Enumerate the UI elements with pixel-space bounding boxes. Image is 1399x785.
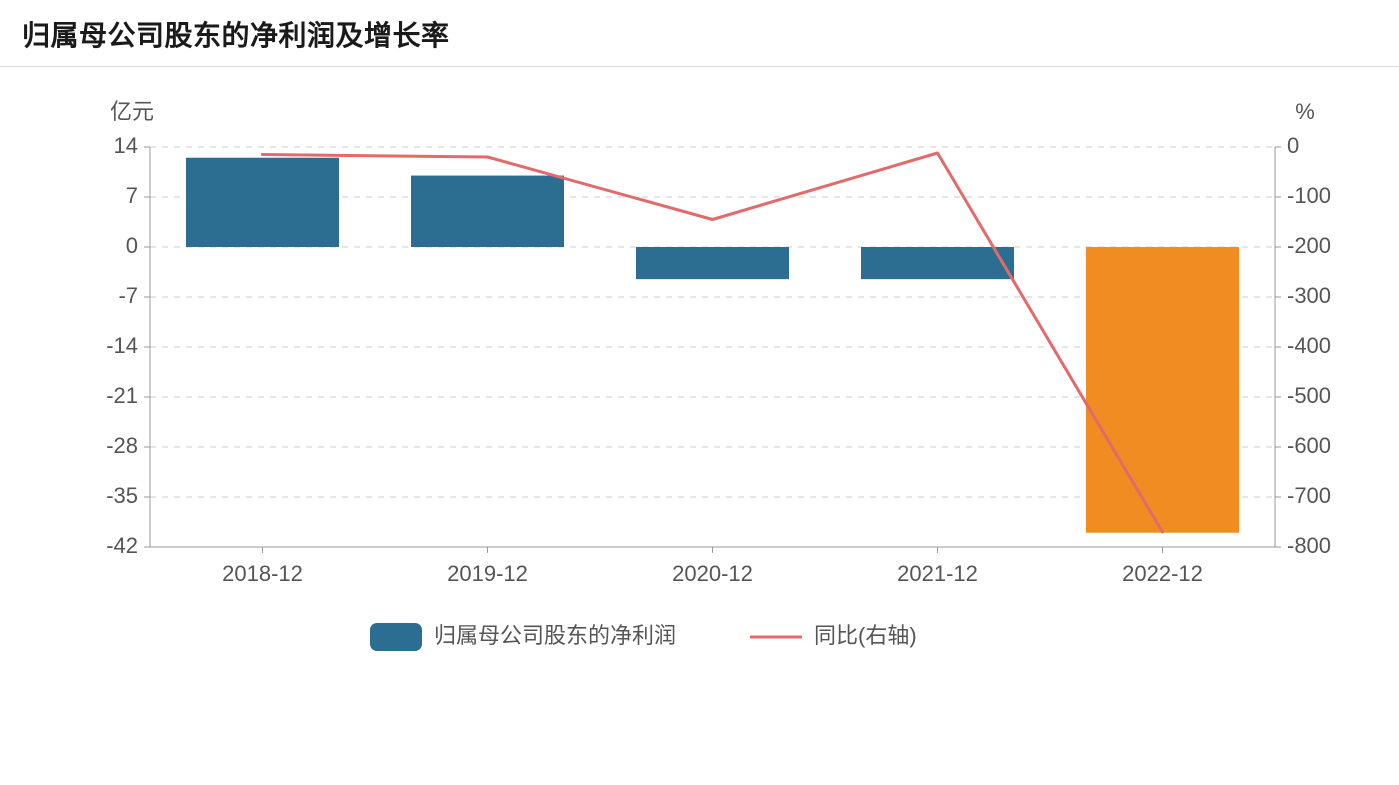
y-left-tick-label: 7	[126, 183, 138, 208]
y-left-tick-label: -21	[106, 383, 138, 408]
y-left-tick-label: 0	[126, 233, 138, 258]
y-left-tick-label: -14	[106, 333, 138, 358]
chart-svg: 14 7 0 -7 -14 -21 -28 -35 -42 亿元 0 -100 -200 -300 -400…	[0, 67, 1399, 782]
bar	[1086, 247, 1239, 533]
y-left-tick-label: -28	[106, 433, 138, 458]
title-bar: 归属母公司股东的净利润及增长率	[0, 0, 1399, 67]
x-tick-label: 2019-12	[447, 561, 528, 586]
x-tick-label: 2018-12	[222, 561, 303, 586]
x-tick-label: 2021-12	[897, 561, 978, 586]
y-left-tick-label: -7	[118, 283, 138, 308]
bar	[411, 176, 564, 247]
y-right-tick-label: 0	[1287, 133, 1299, 158]
y-left-tick-label: 14	[114, 133, 138, 158]
y-left-axis-label: 亿元	[110, 99, 154, 124]
y-right-tick-label: -500	[1287, 383, 1331, 408]
y-right-tick-label: -600	[1287, 433, 1331, 458]
legend-bar-label: 归属母公司股东的净利润	[434, 623, 676, 648]
bar	[861, 247, 1014, 279]
y-right-tick-label: -300	[1287, 283, 1331, 308]
legend-bar-swatch	[370, 623, 422, 651]
legend-line-label: 同比(右轴)	[814, 623, 917, 648]
legend: 归属母公司股东的净利润 同比(右轴)	[370, 623, 917, 651]
x-tick-label: 2022-12	[1122, 561, 1203, 586]
x-tick-label: 2020-12	[672, 561, 753, 586]
chart-area: 14 7 0 -7 -14 -21 -28 -35 -42 亿元 0 -100 -200 -300 -400…	[0, 67, 1399, 782]
y-left-tick-label: -35	[106, 483, 138, 508]
y-right-tick-label: -800	[1287, 533, 1331, 558]
y-right-tick-label: -400	[1287, 333, 1331, 358]
y-left-tick-label: -42	[106, 533, 138, 558]
y-right-tick-label: -700	[1287, 483, 1331, 508]
y-right-tick-label: -200	[1287, 233, 1331, 258]
growth-line	[263, 153, 1163, 532]
chart-title: 归属母公司股东的净利润及增长率	[22, 20, 450, 51]
y-right-axis-label: %	[1295, 99, 1315, 124]
bar	[186, 158, 339, 247]
bar	[636, 247, 789, 279]
y-right-tick-label: -100	[1287, 183, 1331, 208]
